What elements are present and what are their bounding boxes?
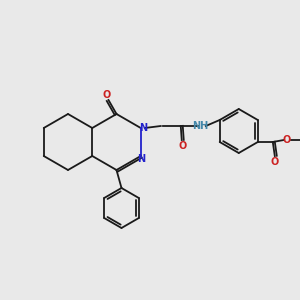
Text: N: N [137,154,145,164]
Text: N: N [139,123,147,133]
Text: O: O [178,141,187,151]
Text: O: O [271,157,279,167]
Text: NH: NH [193,121,209,131]
Text: O: O [102,90,111,100]
Text: O: O [283,135,291,145]
